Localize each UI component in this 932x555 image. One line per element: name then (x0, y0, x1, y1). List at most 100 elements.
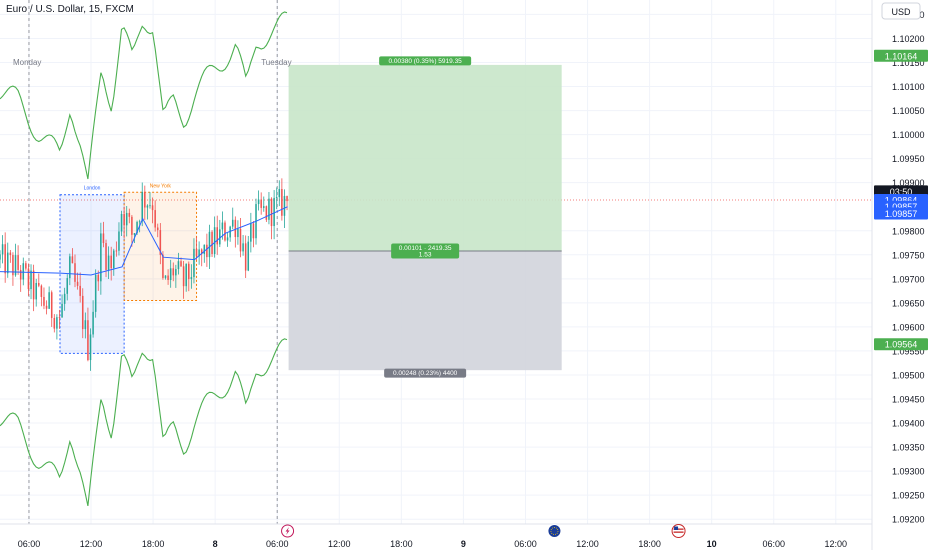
candle-body (159, 230, 162, 255)
candle-body (138, 221, 141, 223)
long-position-tool[interactable] (288, 64, 562, 371)
candle (45, 300, 48, 315)
price-tick-label: 1.09200 (892, 515, 925, 525)
price-tick-label: 1.10150 (892, 58, 925, 68)
candle-body (167, 275, 169, 280)
profit-zone[interactable] (288, 64, 562, 251)
moving-average (0, 206, 288, 276)
price-tick-label: 1.09350 (892, 443, 925, 453)
candle-body (102, 233, 105, 244)
candle (237, 220, 239, 245)
price-axis-background (872, 0, 932, 550)
candle-body (260, 199, 262, 208)
candle (1, 235, 4, 264)
eu-flag-stars (550, 527, 559, 535)
candle-body (219, 229, 221, 245)
candle-body (63, 293, 66, 304)
candle-body (185, 263, 187, 287)
candle-body (244, 243, 247, 271)
candle-body (198, 249, 200, 257)
candle (123, 206, 125, 239)
price-tag: 1.10164 (874, 49, 928, 62)
candle (81, 288, 84, 339)
candle-body (172, 268, 175, 276)
entry-label-text: 0.00101 · 2419.35 (399, 245, 452, 252)
candle-body (239, 228, 242, 252)
candle-body (211, 231, 213, 255)
time-tick-label: 06:00 (266, 539, 289, 549)
candle-body (151, 205, 154, 211)
candle-body (146, 205, 149, 208)
candle-body (268, 198, 270, 220)
candle (43, 287, 45, 310)
candle-body (71, 256, 74, 264)
time-tick-label: 18:00 (142, 539, 165, 549)
price-tick-label: 1.09450 (892, 395, 925, 405)
day-label: Monday (13, 58, 41, 67)
lightning-icon[interactable] (281, 524, 295, 538)
candle (156, 223, 159, 238)
session-label: New York (150, 183, 172, 189)
candle-body (156, 227, 159, 231)
candle (120, 210, 123, 236)
price-axis[interactable]: 1.102501.102001.101501.101001.100501.100… (871, 0, 932, 550)
price-tick-label: 1.09800 (892, 226, 925, 236)
candle (9, 249, 12, 263)
candle (115, 241, 118, 257)
eu-flag-icon[interactable] (547, 524, 562, 538)
candle (244, 235, 247, 278)
candle-body (177, 261, 180, 270)
us-flag-icon[interactable] (671, 524, 686, 538)
candle-body (12, 255, 14, 276)
symbol-title[interactable]: Euro / U.S. Dollar, 15, FXCM (6, 4, 134, 15)
candle (239, 217, 242, 258)
candle (154, 200, 156, 232)
currency-button[interactable] (881, 2, 921, 20)
candle-body (231, 219, 234, 227)
loss-zone[interactable] (288, 250, 562, 371)
candle (84, 312, 87, 339)
candle (89, 328, 92, 371)
candle-body (175, 269, 177, 276)
candle (66, 274, 69, 301)
candle (100, 222, 102, 295)
target-label-bg (379, 56, 472, 66)
candle-body (30, 270, 32, 290)
stop-label-text: 0.00248 (0.23%) 4400 (393, 370, 458, 377)
candle-body (133, 233, 136, 235)
candle-body (257, 199, 260, 205)
price-tick-label: 1.09300 (892, 467, 925, 477)
lightning-icon-glyph (285, 527, 290, 535)
entry-label-bg (391, 243, 460, 259)
candle (242, 234, 244, 256)
candle-body (242, 243, 244, 252)
candle (0, 250, 1, 269)
us-flag-stripe (673, 531, 684, 533)
event-markers[interactable] (281, 524, 686, 538)
candle (79, 272, 81, 303)
candle (164, 275, 167, 280)
price-tick-label: 1.10100 (892, 82, 925, 92)
candle (177, 252, 180, 275)
candle-body (216, 227, 218, 245)
us-flag-stripe (673, 528, 684, 530)
candle-body (206, 244, 208, 258)
candle-body (22, 263, 25, 280)
time-axis[interactable]: 06:00 12:00 18:00 8 06:00 12:00 18:00 9 06:00 12:… (0, 523, 872, 549)
candle (275, 187, 278, 210)
candle (40, 284, 43, 307)
candle-body (180, 261, 182, 267)
candle-body (208, 231, 211, 258)
candle (56, 314, 58, 340)
candle (125, 205, 128, 237)
time-tick-label: 9 (461, 539, 466, 549)
candle-body (286, 196, 288, 202)
candle (172, 262, 175, 282)
candle-body (79, 285, 81, 296)
candle (185, 263, 187, 292)
candle (102, 221, 105, 248)
candle (118, 222, 120, 256)
candle (219, 219, 221, 248)
